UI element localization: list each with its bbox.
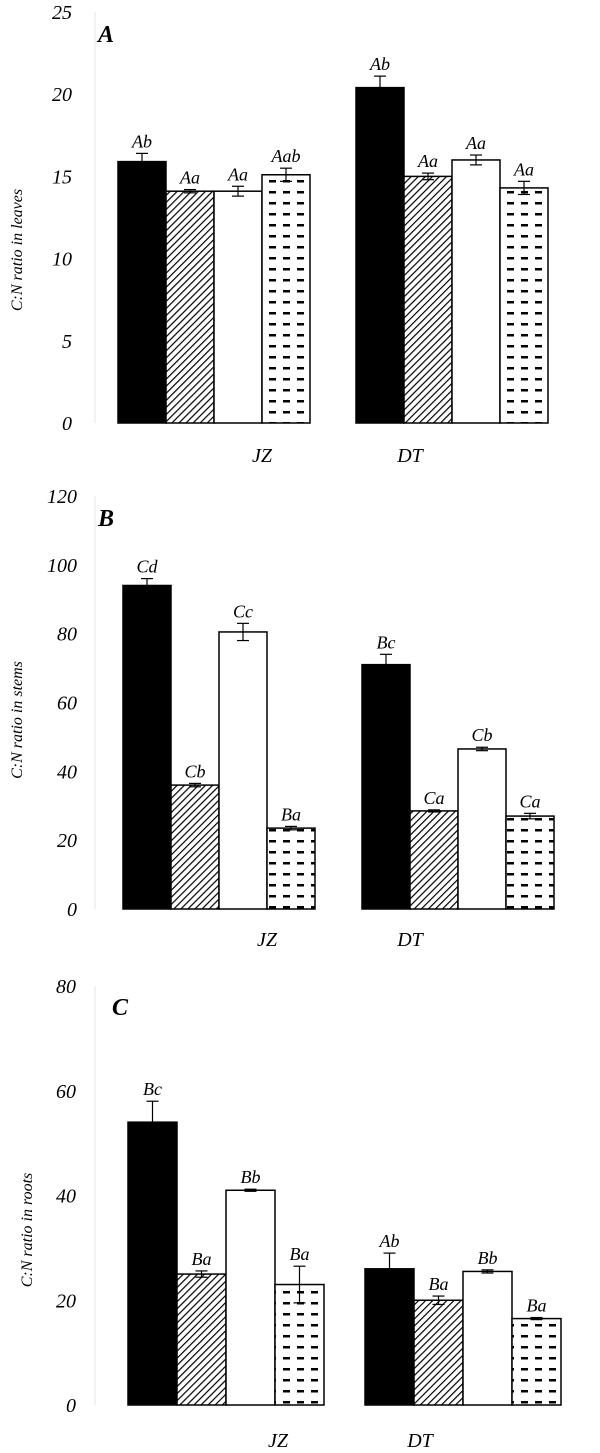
- y-tick-label: 20: [56, 1290, 76, 1312]
- x-category-label: DT: [406, 1430, 434, 1452]
- significance-label: Aa: [417, 151, 438, 171]
- significance-label: Aa: [465, 133, 486, 153]
- y-tick-label: 15: [52, 166, 72, 188]
- significance-label: Cb: [184, 761, 205, 781]
- bar: [364, 1268, 415, 1406]
- significance-label: Ba: [429, 1274, 449, 1294]
- significance-label: Cd: [136, 557, 158, 577]
- bar: [505, 815, 555, 910]
- y-tick-label: 60: [57, 693, 77, 715]
- bar: [266, 827, 316, 910]
- bar: [225, 1189, 276, 1406]
- bar: [361, 663, 411, 910]
- y-axis-title: C:N ratio in roots: [19, 1173, 36, 1288]
- significance-label: Ba: [290, 1244, 310, 1264]
- panel-roots: 0 20 40 60 80 C:N ratio in roots C Bc Ba Bb Ba JZ Ab…: [19, 976, 562, 1452]
- significance-label: Ab: [131, 131, 152, 151]
- bar: [117, 160, 167, 424]
- y-tick-label: 10: [52, 249, 72, 271]
- significance-label: Aab: [271, 146, 301, 166]
- bar: [451, 159, 501, 424]
- y-tick-label: 40: [56, 1186, 76, 1208]
- x-category-label: JZ: [268, 1430, 289, 1452]
- y-tick-label: 0: [67, 899, 77, 921]
- bar: [413, 1299, 464, 1406]
- y-tick-label: 60: [56, 1081, 76, 1103]
- y-tick-label: 80: [56, 976, 76, 998]
- x-category-label: JZ: [257, 929, 278, 951]
- x-category-label: DT: [396, 929, 424, 951]
- bar: [176, 1273, 227, 1406]
- bar: [499, 187, 549, 424]
- y-tick-label: 80: [57, 624, 77, 646]
- significance-label: Cc: [233, 601, 253, 621]
- y-tick-label: 20: [52, 84, 72, 106]
- significance-label: Bb: [241, 1167, 261, 1187]
- significance-label: Ca: [519, 791, 540, 811]
- bar: [274, 1283, 325, 1406]
- bar: [127, 1121, 178, 1406]
- y-tick-label: 5: [62, 331, 72, 353]
- significance-label: Ab: [369, 54, 390, 74]
- significance-label: Aa: [513, 159, 534, 179]
- significance-label: Bc: [143, 1079, 162, 1099]
- significance-label: Ba: [192, 1249, 212, 1269]
- y-tick-label: 100: [47, 555, 77, 577]
- significance-label: Bb: [478, 1248, 498, 1268]
- bar: [462, 1270, 513, 1406]
- panel-label: C: [112, 995, 129, 1021]
- significance-label: Ba: [281, 804, 301, 824]
- significance-label: Ab: [379, 1231, 400, 1251]
- bar: [403, 175, 453, 424]
- significance-label: Cb: [471, 725, 492, 745]
- x-category-label: JZ: [252, 445, 273, 467]
- y-tick-label: 0: [66, 1395, 76, 1417]
- y-tick-label: 40: [57, 761, 77, 783]
- bar: [355, 86, 405, 424]
- significance-label: Ba: [527, 1296, 547, 1316]
- panel-leaves: 0 5 10 15 20 25 C:N ratio in leaves A Ab Aa Aa Aab J…: [9, 2, 549, 467]
- panel-label: A: [96, 22, 114, 48]
- bar: [261, 174, 311, 424]
- significance-label: Aa: [179, 168, 200, 188]
- bar: [218, 631, 268, 910]
- y-tick-label: 120: [47, 486, 77, 508]
- y-tick-label: 25: [52, 2, 72, 24]
- y-tick-label: 20: [57, 830, 77, 852]
- significance-label: Aa: [227, 164, 248, 184]
- panel-label: B: [97, 506, 114, 532]
- y-tick-label: 0: [62, 413, 72, 435]
- bar: [122, 584, 172, 910]
- bar: [165, 190, 215, 424]
- significance-label: Bc: [377, 632, 396, 652]
- bar: [511, 1317, 562, 1406]
- bar: [409, 810, 459, 910]
- y-axis-title: C:N ratio in stems: [9, 661, 26, 779]
- significance-label: Ca: [423, 788, 444, 808]
- bar: [457, 748, 507, 910]
- bar: [213, 190, 263, 424]
- y-axis-title: C:N ratio in leaves: [9, 189, 26, 311]
- x-category-label: DT: [396, 445, 424, 467]
- bar: [170, 784, 220, 910]
- panel-stems: 0 20 40 60 80 100 120 C:N ratio in stems B Cd Cb Cc…: [9, 486, 555, 951]
